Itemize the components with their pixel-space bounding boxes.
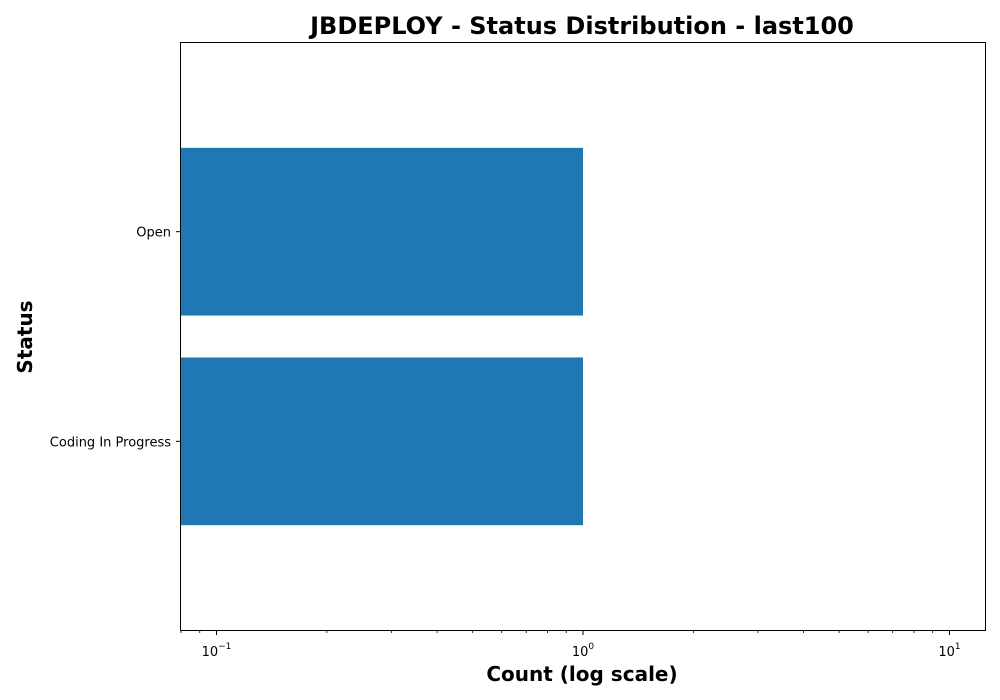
y-tick-label: Coding In Progress: [50, 435, 171, 450]
bar-coding-in-progress: [181, 357, 583, 526]
x-tick-label: 101: [938, 642, 960, 660]
plot-area: [181, 147, 583, 526]
y-tick-label: Open: [136, 226, 171, 241]
x-axis-title: Count (log scale): [486, 662, 677, 686]
x-tick-label: 100: [572, 642, 595, 660]
x-axis-ticks: 10−1 100 101: [180, 630, 961, 660]
plot-frame: [180, 42, 986, 631]
chart-title: JBDEPLOY - Status Distribution - last100: [308, 12, 854, 40]
y-axis-ticks: Coding In Progress Open: [50, 226, 181, 450]
x-tick-label: 10−1: [202, 642, 232, 660]
y-axis-title: Status: [13, 300, 37, 373]
bar-open: [181, 147, 583, 316]
